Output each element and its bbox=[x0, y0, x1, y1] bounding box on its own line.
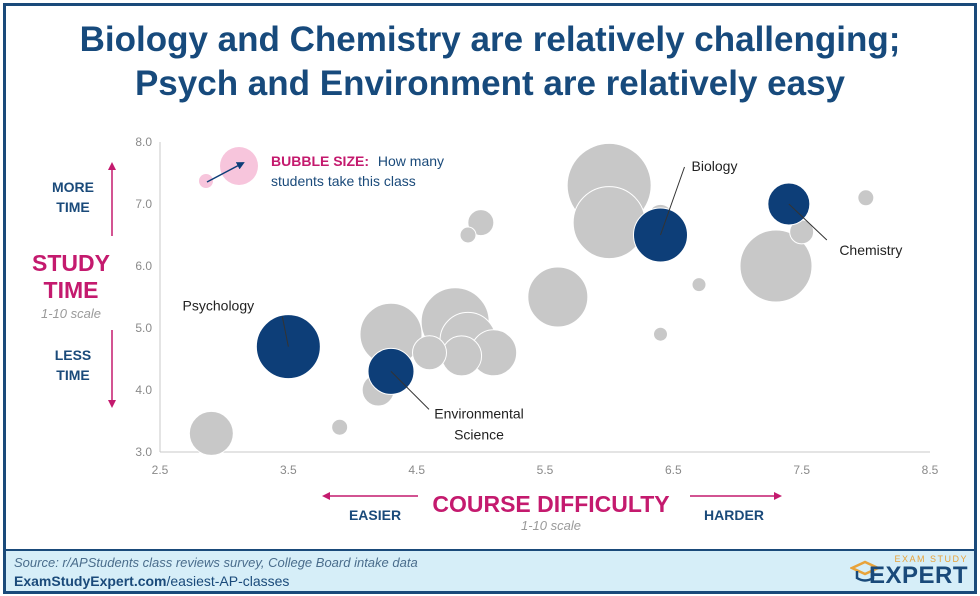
title-line-1: Biology and Chemistry are relatively cha… bbox=[79, 20, 901, 59]
legend-text-line-2: students take this class bbox=[271, 173, 416, 189]
callout-label: Biology bbox=[692, 158, 738, 174]
callout-label-line: Psychology bbox=[183, 298, 255, 314]
legend-text-a: How many bbox=[378, 153, 444, 169]
data-bubble bbox=[441, 335, 483, 377]
source-url[interactable]: ExamStudyExpert.com/easiest-AP-classes bbox=[14, 573, 289, 589]
callout-label-line: Biology bbox=[692, 158, 738, 174]
x-axis-subtitle: 1-10 scale bbox=[521, 518, 581, 533]
callout-label: Environmental Science bbox=[434, 405, 524, 442]
data-bubble bbox=[412, 335, 447, 371]
data-bubble bbox=[653, 326, 668, 342]
data-bubble bbox=[459, 226, 477, 244]
chart-title: Biology and Chemistry are relatively cha… bbox=[0, 18, 980, 106]
brand-main-text: EXPERT bbox=[868, 562, 968, 589]
data-bubble bbox=[188, 410, 234, 456]
callout-label-line: Environmental bbox=[434, 405, 524, 421]
url-path: /easiest-AP-classes bbox=[166, 573, 290, 589]
y-tick-label: 8.0 bbox=[135, 135, 152, 149]
data-bubble bbox=[572, 186, 646, 260]
y-tick-label: 7.0 bbox=[135, 197, 152, 211]
callout-leader-line bbox=[788, 203, 828, 241]
easier-label: EASIER bbox=[349, 507, 401, 523]
harder-label: HARDER bbox=[704, 507, 764, 523]
legend-bubble-large bbox=[220, 147, 258, 185]
y-axis-title-line-1: STUDY bbox=[32, 250, 110, 276]
callout-leader-line bbox=[660, 166, 685, 236]
less-time-line-2: TIME bbox=[56, 367, 89, 383]
x-tick-label: 7.5 bbox=[793, 463, 810, 477]
x-tick-label: 3.5 bbox=[280, 463, 297, 477]
callout-leader-line bbox=[390, 371, 430, 410]
y-tick-label: 6.0 bbox=[135, 259, 152, 273]
data-bubble bbox=[691, 277, 707, 293]
x-tick-label: 8.5 bbox=[922, 463, 939, 477]
more-time-line-2: TIME bbox=[56, 199, 89, 215]
x-tick-label: 5.5 bbox=[537, 463, 554, 477]
x-tick-label: 4.5 bbox=[408, 463, 425, 477]
y-axis-title-line-2: TIME bbox=[44, 277, 99, 303]
legend-arrow bbox=[206, 162, 245, 183]
infographic-frame bbox=[3, 3, 977, 594]
x-tick-label: 6.5 bbox=[665, 463, 682, 477]
more-time-line-1: MORE bbox=[52, 179, 94, 195]
y-axis-subtitle: 1-10 scale bbox=[41, 306, 101, 321]
data-bubble bbox=[739, 229, 813, 303]
url-domain: ExamStudyExpert.com bbox=[14, 573, 167, 589]
x-axis-title: COURSE DIFFICULTY bbox=[432, 491, 669, 517]
source-note: Source: r/APStudents class reviews surve… bbox=[14, 555, 418, 570]
data-bubble bbox=[331, 418, 349, 436]
footer: Source: r/APStudents class reviews surve… bbox=[6, 549, 974, 591]
graduation-cap-icon bbox=[850, 560, 880, 582]
y-tick-label: 4.0 bbox=[135, 383, 152, 397]
legend-text-line-1: BUBBLE SIZE: How many bbox=[271, 153, 444, 169]
less-time-line-1: LESS bbox=[55, 347, 92, 363]
legend-bubble-small bbox=[199, 174, 213, 188]
callout-leader-line bbox=[281, 316, 289, 347]
title-line-2: Psych and Environment are relatively eas… bbox=[134, 64, 846, 103]
brand-top-text: EXAM STUDY bbox=[894, 554, 968, 564]
brand-logo: EXAM STUDY EXPERT bbox=[850, 553, 968, 589]
x-tick-label: 2.5 bbox=[152, 463, 169, 477]
y-tick-label: 5.0 bbox=[135, 321, 152, 335]
data-bubble bbox=[527, 266, 589, 328]
data-bubble bbox=[857, 189, 875, 207]
callout-label: Chemistry bbox=[839, 242, 902, 258]
callout-label-line: Science bbox=[454, 426, 504, 442]
callout-label-line: Chemistry bbox=[839, 242, 902, 258]
data-bubble bbox=[467, 209, 495, 237]
y-tick-label: 3.0 bbox=[135, 445, 152, 459]
bubble-chart: 3.0 4.0 5.0 6.0 7.0 8.0 2.5 3.5 4.5 5.5 6.5 7.5 8.5… bbox=[32, 135, 939, 533]
callout-label: Psychology bbox=[183, 298, 255, 314]
legend-bold: BUBBLE SIZE: bbox=[271, 153, 369, 169]
